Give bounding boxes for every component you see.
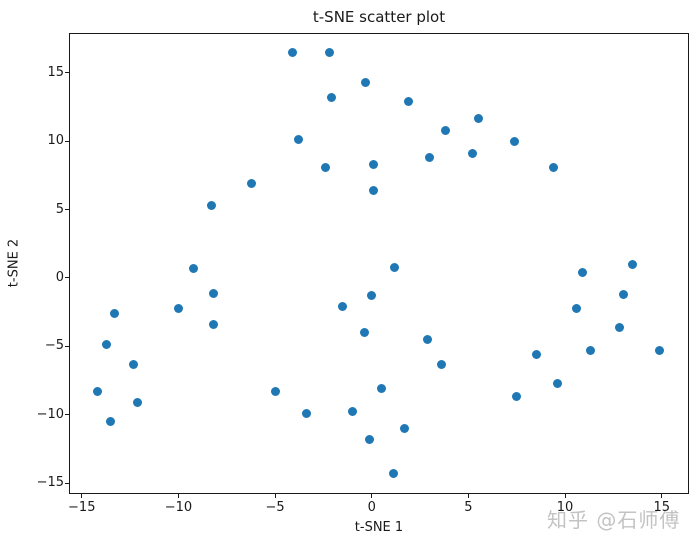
scatter-point [628,259,638,269]
scatter-point [173,303,183,313]
scatter-point [510,136,520,146]
watermark: 知乎 @石师傅 [547,508,681,532]
scatter-point [369,185,379,195]
x-tick-mark [371,494,373,498]
scatter-point [133,397,143,407]
scatter-point [92,386,102,396]
y-tick-label: −15 [36,475,64,491]
scatter-point [473,113,483,123]
scatter-point [618,289,628,299]
x-tick-label: 15 [653,500,670,515]
y-tick-label: −10 [36,406,64,422]
x-tick-label: −5 [265,500,285,515]
scatter-point [400,423,410,433]
scatter-point [206,201,216,211]
scatter-point [531,350,541,360]
x-tick-label: 10 [556,500,574,515]
chart-title: t-SNE scatter plot [312,8,446,26]
plot-area [69,33,689,494]
y-tick-mark [65,414,69,416]
x-tick-mark [274,494,276,498]
scatter-point [655,345,665,355]
scatter-point [425,153,435,163]
scatter-point [359,328,369,338]
scatter-point [189,263,199,273]
y-tick-label: 5 [55,201,64,217]
scatter-point [365,434,375,444]
scatter-point [585,345,595,355]
scatter-point [270,386,280,396]
scatter-point [440,125,450,135]
x-tick-mark [467,494,469,498]
scatter-point [326,93,336,103]
scatter-point [247,179,257,189]
x-tick-label: 5 [464,500,473,515]
scatter-point [102,340,112,350]
scatter-point [320,162,330,172]
x-tick-mark [564,494,566,498]
scatter-point [614,322,624,332]
scatter-point [436,359,446,369]
scatter-point [423,335,433,344]
scatter-point [324,47,334,57]
y-tick-mark [65,482,69,484]
scatter-point [376,384,386,394]
y-axis-label: t-SNE 2 [6,238,22,288]
scatter-point [577,268,587,278]
y-tick-mark [65,209,69,211]
y-tick-mark [65,277,69,279]
x-tick-mark [661,494,663,498]
x-tick-mark [81,494,83,498]
x-axis-label: t-SNE 1 [354,520,404,535]
scatter-point [106,417,116,427]
scatter-point [347,407,357,417]
y-tick-label: 10 [47,133,64,149]
scatter-point [552,378,562,388]
scatter-point [293,135,303,145]
y-tick-label: 0 [55,269,64,285]
scatter-point [208,319,218,329]
x-tick-label: −10 [164,500,193,515]
scatter-point [129,359,139,369]
scatter-point [301,408,311,418]
scatter-point [367,291,377,301]
scatter-point [369,160,379,170]
scatter-point [110,309,120,319]
y-tick-label: 15 [47,64,64,80]
x-tick-mark [177,494,179,498]
y-tick-mark [65,345,69,347]
y-tick-mark [65,140,69,142]
scatter-point [572,303,582,313]
scatter-point [512,392,522,402]
scatter-point [548,162,558,172]
scatter-point [388,468,398,478]
x-tick-label: −15 [68,500,96,515]
scatter-point [403,97,413,107]
scatter-point [208,288,218,298]
y-tick-mark [65,72,69,74]
scatter-point [287,47,297,57]
y-tick-label: −5 [44,338,64,354]
scatter-point [390,262,400,272]
scatter-point [338,302,348,312]
scatter-point [361,77,371,87]
x-tick-label: 0 [367,500,376,515]
scatter-point [467,149,477,159]
